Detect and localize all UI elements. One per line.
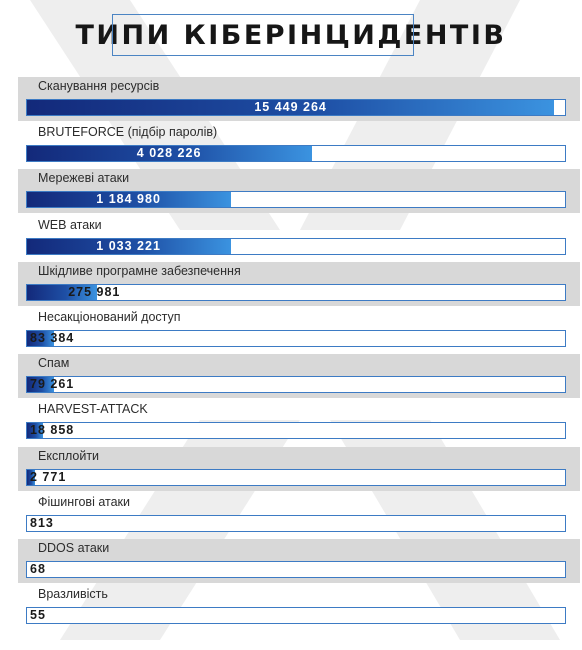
bar-value-label: 68	[30, 562, 46, 576]
title-block: ТИПИ КІБЕРІНЦИДЕНТІВ	[0, 14, 582, 58]
bar-row: Вразливість 55	[18, 585, 580, 629]
bar-track	[26, 514, 566, 532]
bar-category-label: DDOS атаки	[38, 541, 110, 555]
bar-track	[26, 376, 566, 394]
bar-category-label: HARVEST-ATTACK	[38, 402, 148, 417]
bar	[27, 377, 54, 393]
bar-category-label: Мережеві атаки	[38, 171, 130, 186]
bar-row: Несакціонований доступ 83 384	[18, 308, 580, 352]
bar	[27, 331, 54, 346]
bar	[27, 238, 232, 254]
bar-value-label: 83 384	[30, 331, 75, 345]
bar-track	[26, 283, 566, 301]
bar-row: Фішингові атаки 813	[18, 493, 580, 537]
bar-value-label: 79 261	[30, 377, 75, 392]
bar-value-label: 1 033 221	[96, 238, 161, 253]
bar-row: Спам 79 261	[18, 354, 580, 399]
bar-value-label: 1 184 980	[96, 192, 161, 207]
bar-value-label: 813	[30, 515, 54, 530]
bar	[27, 423, 44, 439]
bar-track	[26, 607, 566, 625]
bar-track	[26, 145, 566, 163]
bar-row: Мережеві атаки 1 184 980	[18, 169, 580, 214]
bar-value-label: 4 028 226	[136, 146, 202, 161]
bar-value-label: 275 981	[68, 284, 121, 299]
bar	[27, 469, 36, 485]
bar-row: HARVEST-ATTACK 18 858	[18, 400, 580, 444]
bar-value-label: 55	[30, 608, 46, 623]
bar-row: BRUTEFORCE (підбір паролів) 4 028 226	[18, 123, 580, 167]
bar-track	[26, 330, 566, 347]
bar-category-label: Фішингові атаки	[38, 494, 130, 509]
bar-category-label: Несакціонований доступ	[38, 310, 181, 324]
bar-track	[26, 561, 566, 578]
bar-category-label: Шкідливе програмне забезпечення	[38, 263, 241, 278]
bar-category-label: BRUTEFORCE (підбір паролів)	[38, 125, 218, 140]
bar-category-label: Сканування ресурсів	[38, 79, 160, 93]
bar-row: Сканування ресурсів 15 449 264	[18, 77, 580, 121]
bar-category-label: Вразливість	[38, 587, 108, 602]
bar-value-label: 18 858	[30, 423, 75, 438]
bar-track	[26, 237, 566, 255]
bar-value-label: 2 771	[30, 469, 67, 484]
bar-category-label: WEB атаки	[38, 217, 102, 232]
bar-category-label: Спам	[38, 356, 70, 371]
bar-row: DDOS атаки 68	[18, 539, 580, 583]
bar	[27, 284, 97, 300]
bar-value-label: 15 449 264	[254, 100, 327, 114]
bar-row: WEB атаки 1 033 221	[18, 216, 580, 260]
bar-track	[26, 422, 566, 440]
bar-category-label: Експлойти	[38, 448, 100, 463]
bar-row: Шкідливе програмне забезпечення 275 981	[18, 261, 580, 306]
bar-track	[26, 468, 566, 486]
bar-row: Експлойти 2 771	[18, 446, 580, 491]
title-frame	[112, 14, 414, 56]
